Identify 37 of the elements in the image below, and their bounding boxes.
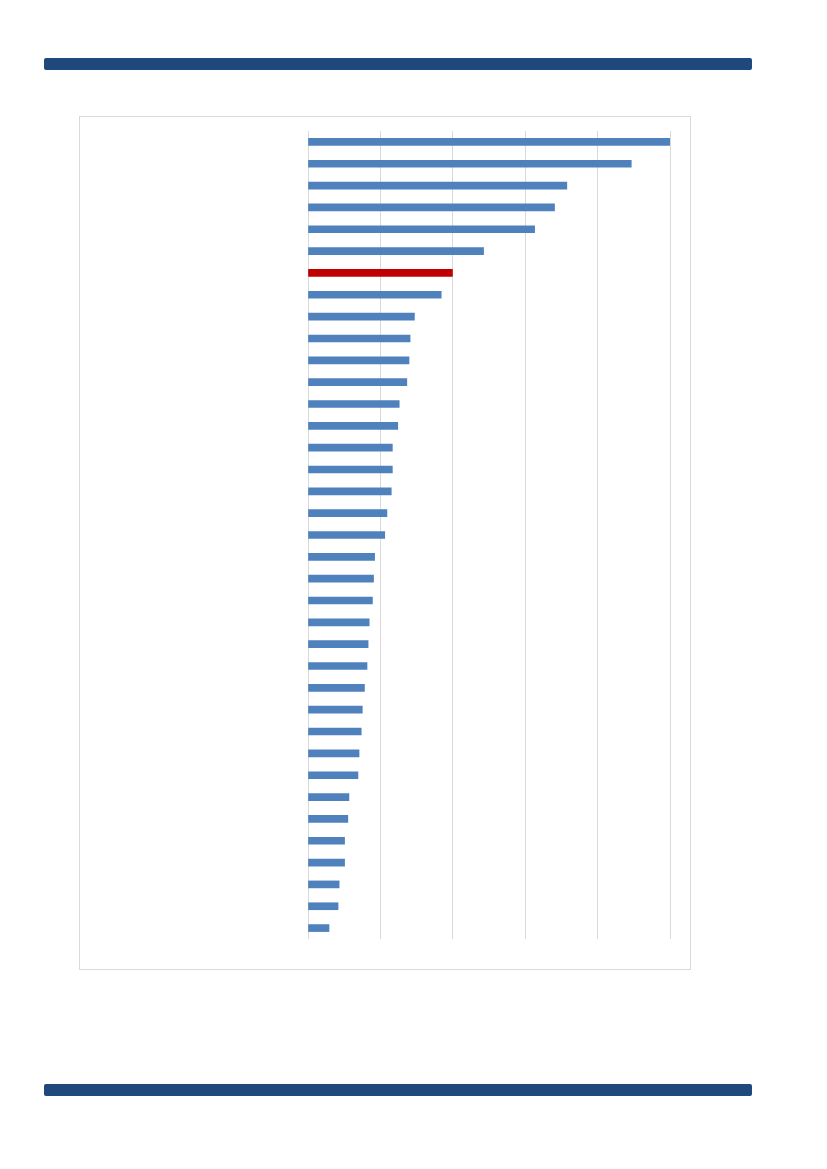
bar [308, 858, 345, 867]
bar [308, 662, 368, 670]
bar [308, 596, 373, 605]
bar [308, 705, 363, 714]
bar [308, 421, 399, 430]
bar [308, 618, 370, 627]
bar [308, 771, 359, 780]
bar [308, 443, 393, 452]
bar [308, 924, 330, 932]
bar [308, 356, 410, 365]
bar [308, 836, 345, 845]
bar [308, 640, 369, 649]
bar [308, 159, 632, 168]
bar [308, 902, 339, 911]
bar [308, 247, 484, 255]
bar [308, 400, 400, 408]
bar [308, 880, 340, 889]
bar [308, 312, 415, 321]
bar [308, 684, 365, 692]
bar [308, 749, 360, 758]
bar [308, 181, 568, 190]
bar [308, 487, 392, 496]
bar [308, 531, 386, 539]
bar [308, 553, 375, 561]
bar [308, 138, 670, 146]
bar [308, 225, 535, 234]
bar [308, 574, 374, 583]
bar [308, 378, 408, 386]
bar [308, 269, 453, 277]
bar [308, 509, 388, 517]
bar [308, 815, 349, 823]
bar [308, 203, 555, 212]
bar [308, 793, 350, 801]
bar [308, 290, 442, 299]
bar [308, 727, 362, 736]
bar [308, 465, 393, 474]
bar [308, 334, 411, 343]
